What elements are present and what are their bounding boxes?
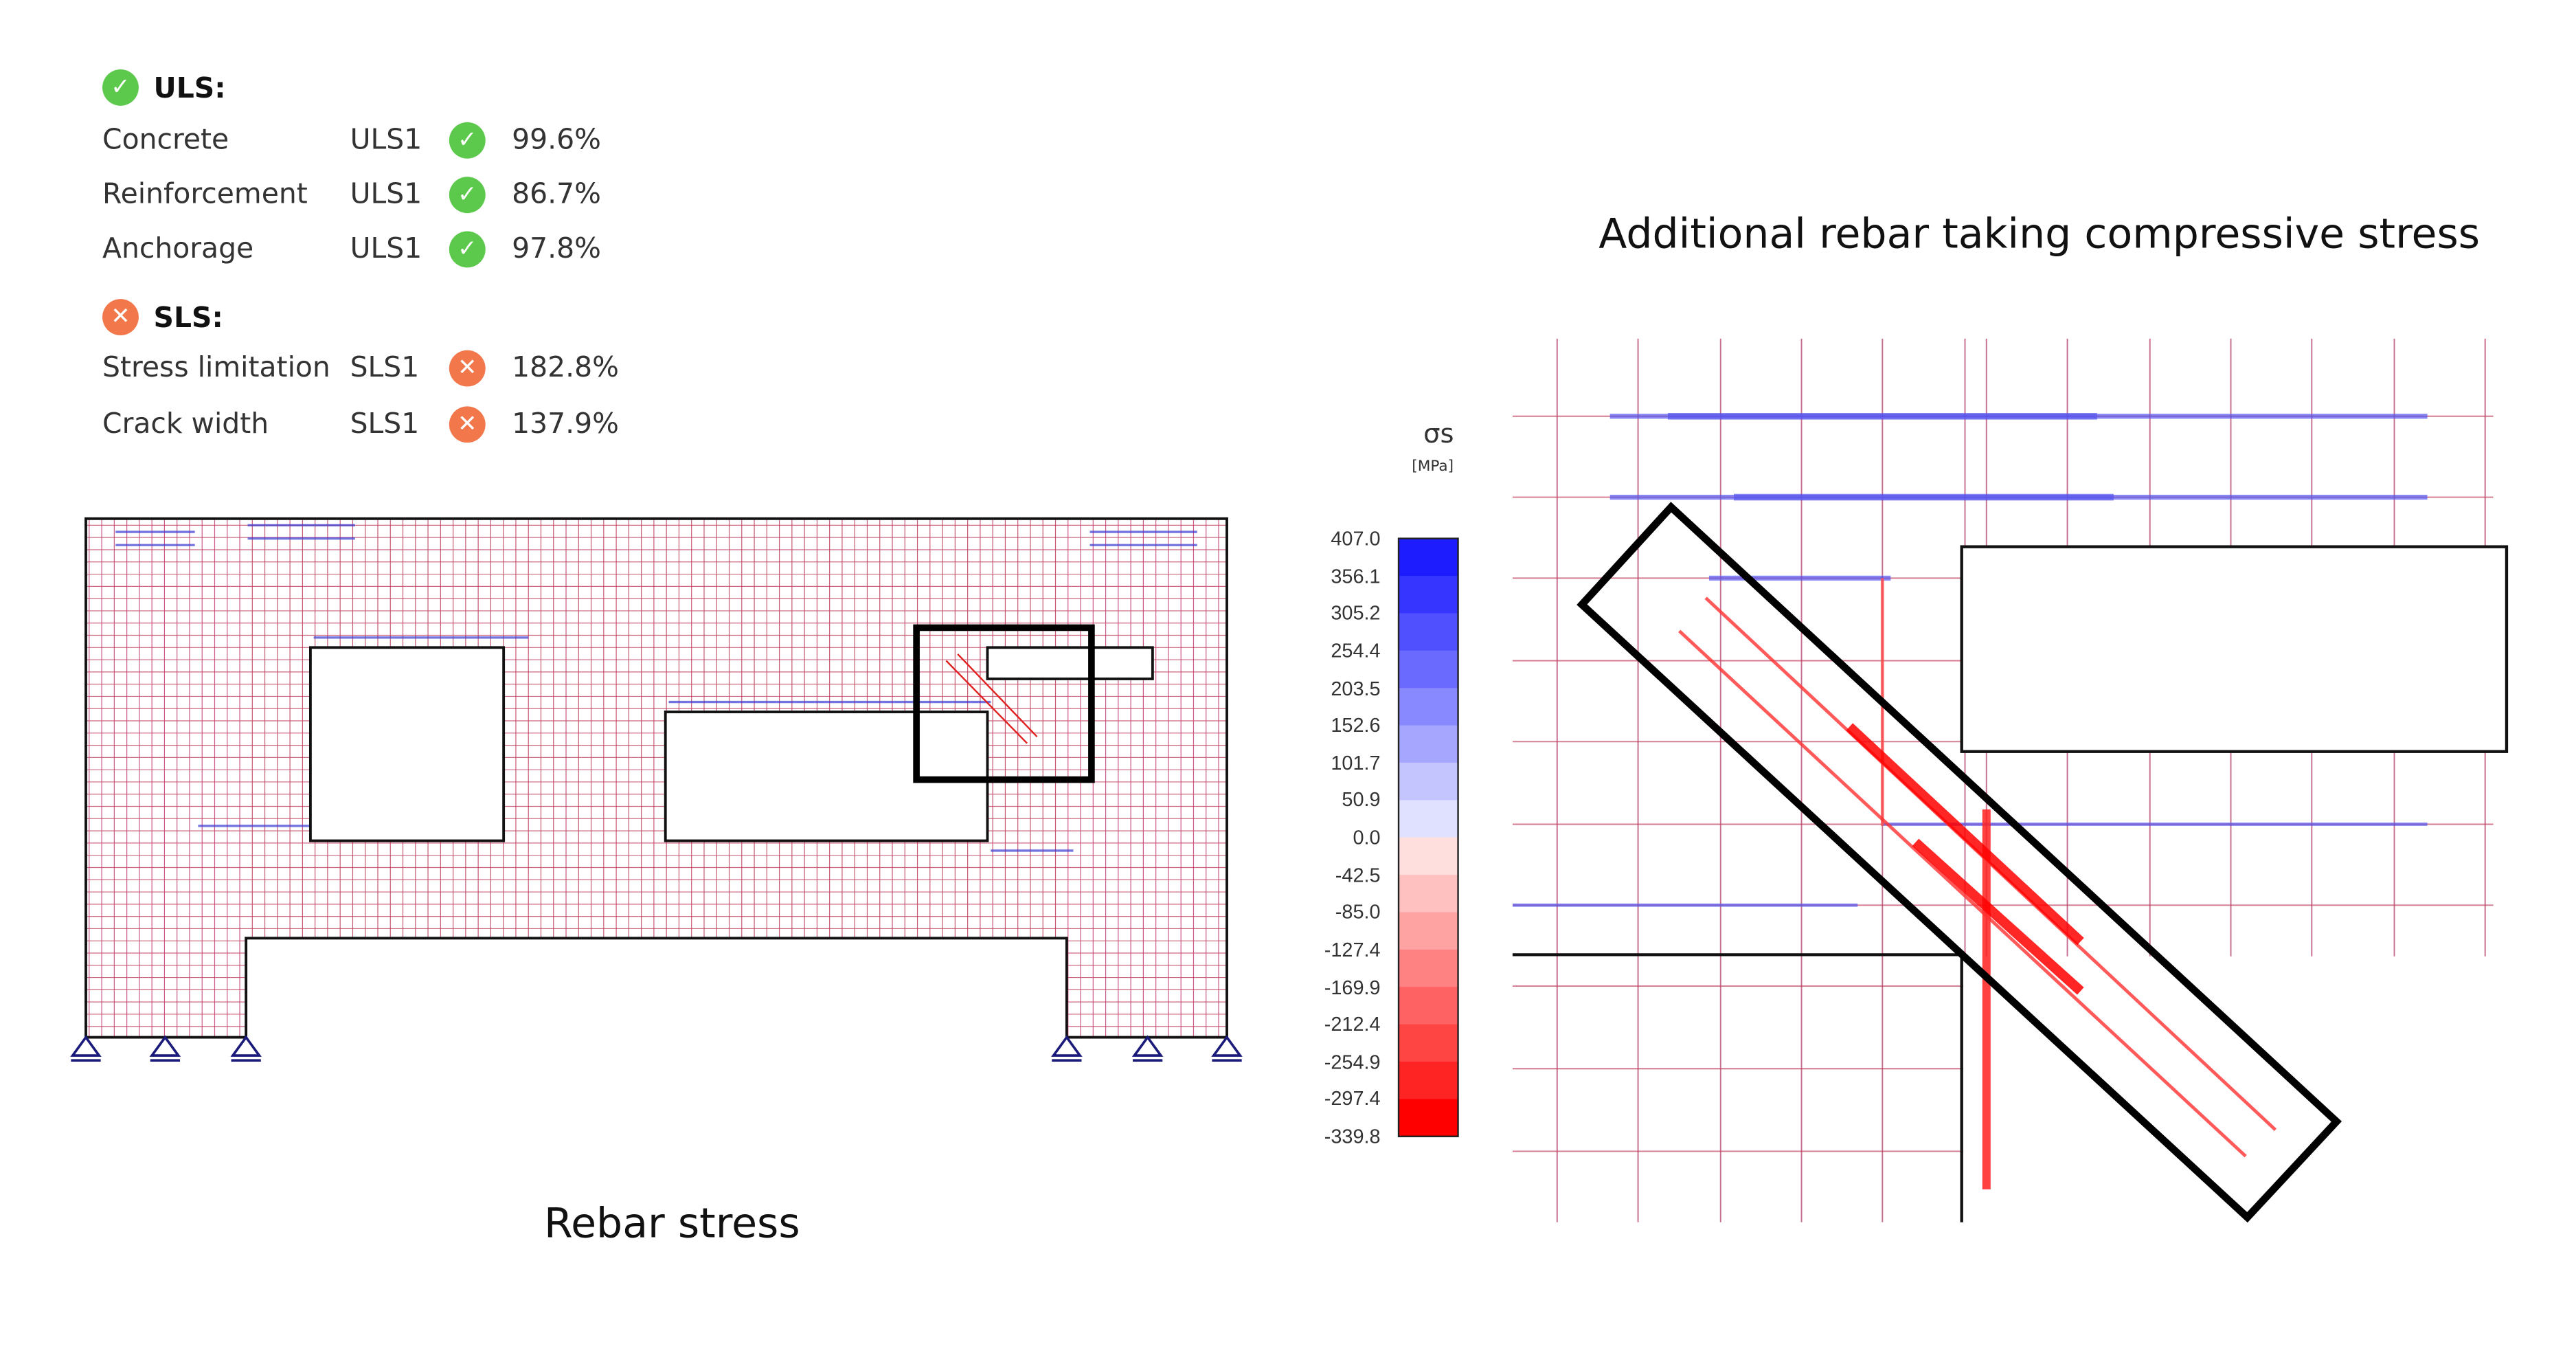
combination: SLS1 [350,407,420,441]
legend-color-bin [1399,949,1458,987]
legend-tick-label: -254.9 [1324,1050,1381,1073]
utilization-value: 86.7% [512,178,602,212]
support-icon [230,1035,262,1057]
legend-tick-label: -85.0 [1335,900,1381,924]
diagonal-rebar [957,653,1038,737]
legend-tick-label: 305.2 [1331,601,1381,625]
diagonal-rebar-peak [1846,723,2084,946]
legend-tick-label: 203.5 [1331,676,1381,700]
check-name: Stress limitation [102,352,330,385]
legend-unit: [MPa] [1412,459,1454,476]
legend-color-bin [1399,613,1458,651]
legend-frame [1397,537,1459,1138]
support-icon [70,1035,102,1057]
opening [308,646,506,842]
highlight-box [1577,502,2342,1223]
check-icon: ✓ [102,69,139,106]
utilization-value: 137.9% [512,407,620,441]
combination: ULS1 [350,232,422,267]
check-name: Concrete [102,124,229,157]
opening [986,646,1154,680]
legend-color-bin [1399,650,1458,689]
legend-tick-label: 101.7 [1331,751,1381,774]
check-icon: ✓ [449,122,486,159]
support-icon [149,1035,181,1057]
legend-symbol: σs [1423,418,1454,449]
legend-color-bin [1399,800,1458,838]
support-icon [1131,1035,1164,1057]
diagonal-rebar-peak [1912,838,2084,995]
legend-tick-label: -42.5 [1335,863,1381,886]
legend-color-bin [1399,762,1458,801]
legend-color-bin [1399,875,1458,913]
cross-icon: ✕ [449,350,486,387]
check-name: Anchorage [102,232,254,267]
utilization-value: 182.8% [512,352,620,385]
lower-void [1963,956,2509,1238]
legend-tick-label: 356.1 [1331,564,1381,588]
wall-outline [84,517,1228,1039]
utilization-value: 99.6% [512,124,602,157]
legend-color-bin [1399,538,1458,577]
legend-color-bin [1399,725,1458,763]
sls-heading: SLS: [153,302,223,335]
legend-tick-label: 152.6 [1331,713,1381,737]
legend-color-bin [1399,1062,1458,1100]
support-icon [1211,1035,1243,1057]
combination: ULS1 [350,178,422,212]
legend-tick-label: -169.9 [1324,975,1381,999]
detail-highlight-box [913,624,1095,783]
legend-color-bin [1399,987,1458,1025]
legend-tick-label: -127.4 [1324,938,1381,961]
cross-icon: ✕ [102,299,139,335]
legend-tick-label: 50.9 [1342,788,1381,812]
legend-tick-label: -339.8 [1324,1124,1381,1148]
legend-color-bin [1399,688,1458,726]
diagonal-rebar [1678,629,2247,1158]
left-caption: Rebar stress [544,1199,800,1247]
combination: SLS1 [350,352,420,385]
support-icon [1051,1035,1083,1057]
right-caption: Additional rebar taking compressive stre… [1598,210,2481,258]
legend-color-bin [1399,576,1458,614]
legend-tick-label: 0.0 [1353,825,1381,849]
legend-tick-label: 407.0 [1331,526,1381,550]
legend-color-bin [1399,1099,1458,1137]
legend-tick-label: 254.4 [1331,638,1381,662]
legend-color-bin [1399,1024,1458,1062]
combination: ULS1 [350,124,422,157]
check-icon: ✓ [449,177,486,214]
uls-heading: ULS: [153,72,226,106]
legend-color-bin [1399,912,1458,950]
cross-icon: ✕ [449,406,486,443]
utilization-value: 97.8% [512,232,602,267]
legend-color-bin [1399,837,1458,875]
check-name: Reinforcement [102,178,308,212]
legend-tick-label: -212.4 [1324,1012,1381,1036]
opening [1960,545,2509,753]
diagonal-rebar [945,660,1028,744]
check-name: Crack width [102,407,269,441]
legend-tick-label: -297.4 [1324,1087,1381,1111]
check-icon: ✓ [449,231,486,268]
wall-edge [1512,953,1963,1222]
